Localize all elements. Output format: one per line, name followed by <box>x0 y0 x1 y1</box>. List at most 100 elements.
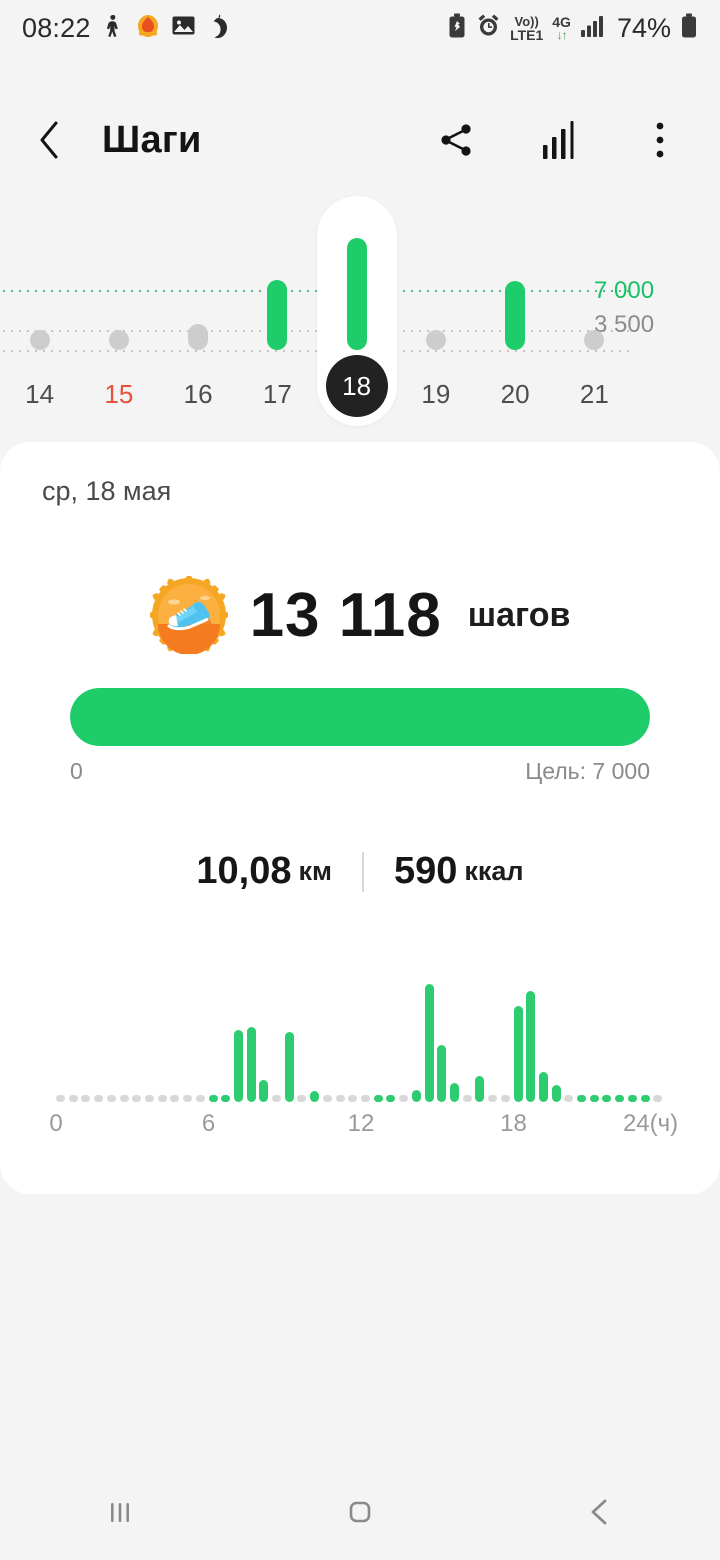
hourly-bar <box>386 1094 396 1102</box>
hourly-empty-dot <box>272 1095 282 1102</box>
hourly-bar <box>615 1095 625 1102</box>
hourly-axis-labels: 0 6 12 18 24(ч) <box>49 1110 678 1154</box>
day-detail-card: ср, 18 мая <box>0 442 720 1194</box>
hourly-empty-dot <box>170 1095 180 1102</box>
weekly-day-column[interactable]: 20 <box>476 196 555 426</box>
hourly-bar <box>424 984 434 1102</box>
hourly-empty-dot <box>56 1095 65 1102</box>
weekly-day-label: 21 <box>579 379 609 409</box>
app-icon <box>206 13 230 44</box>
axis-goal-label: 7 000 <box>594 277 655 304</box>
weekly-bars: 141516171818192021 <box>0 196 634 426</box>
hourly-bar <box>310 1091 320 1102</box>
status-time: 08:22 <box>22 12 91 43</box>
hourly-bar <box>640 1094 650 1102</box>
battery-percent: 74% <box>616 12 671 43</box>
weekly-steps-chart[interactable]: 7 000 3 500 141516171818192021 <box>0 196 720 426</box>
progress-labels: 0 Цель: 7 000 <box>70 758 650 785</box>
weekly-day-column[interactable]: 16 <box>159 196 238 426</box>
share-button[interactable] <box>432 116 480 164</box>
hourly-empty-dot <box>132 1095 142 1102</box>
weekly-axis-labels: 7 000 3 500 <box>594 274 704 342</box>
hourly-empty-dot <box>195 1095 205 1102</box>
hourly-empty-dot <box>144 1095 154 1102</box>
hourly-tick-label: 12 <box>347 1110 375 1137</box>
weekly-day-bar <box>267 279 288 350</box>
weekly-day-bar <box>425 330 446 350</box>
status-bar-left: 08:22 <box>22 13 230 44</box>
back-button[interactable] <box>36 118 80 162</box>
weekly-day-column[interactable]: 17 <box>238 196 317 426</box>
selected-day-indicator[interactable]: 18 <box>325 355 388 417</box>
app-bar: Шаги <box>0 96 720 184</box>
progress-track <box>70 688 650 746</box>
gallery-icon <box>171 13 196 43</box>
weekly-day-bar <box>505 280 526 350</box>
hourly-empty-dot <box>157 1095 167 1102</box>
progress-goal-label: Цель: 7 000 <box>525 758 650 784</box>
weekly-day-label: 15 <box>104 379 134 409</box>
status-bar-right: Vo)) LTE1 4G ↓↑ 74% <box>447 13 698 44</box>
weekly-day-column[interactable]: 15 <box>79 196 158 426</box>
hourly-bar <box>437 1045 447 1102</box>
running-shoe-badge-icon <box>149 576 228 654</box>
hourly-tick-label: 24(ч) <box>622 1110 679 1137</box>
hourly-bar <box>538 1071 548 1102</box>
hourly-empty-dot <box>488 1095 498 1102</box>
hourly-empty-dot <box>81 1095 91 1102</box>
hourly-tick-label: 6 <box>201 1110 216 1137</box>
hourly-bar <box>208 1095 218 1102</box>
battery-icon <box>680 13 698 44</box>
more-button[interactable] <box>636 116 684 164</box>
hourly-bar <box>259 1080 269 1102</box>
hourly-empty-dot <box>297 1095 307 1102</box>
recents-button[interactable] <box>72 1464 168 1560</box>
hourly-bar <box>475 1075 485 1102</box>
recents-icon <box>111 1503 129 1522</box>
weekly-day-column[interactable]: 14 <box>0 196 79 426</box>
weekly-day-bar <box>29 330 50 350</box>
hourly-empty-dot <box>322 1095 332 1102</box>
hourly-bar <box>449 1082 459 1102</box>
weekly-day-column[interactable]: 18 <box>317 196 396 426</box>
chart-button[interactable] <box>534 116 582 164</box>
home-button[interactable] <box>312 1464 408 1560</box>
hourly-bar <box>551 1085 561 1102</box>
weekly-day-bar <box>188 324 209 350</box>
weekly-day-label: 19 <box>421 379 451 409</box>
hourly-empty-dot <box>335 1095 345 1102</box>
metrics-divider <box>361 851 364 892</box>
status-bar: 08:22 Vo)) LTE1 <box>0 0 720 56</box>
weekly-day-column[interactable]: 19 <box>396 196 475 426</box>
hourly-empty-dot <box>119 1095 129 1102</box>
system-nav-bar <box>0 1464 720 1560</box>
hourly-bar <box>513 1005 523 1102</box>
volte-icon: Vo)) LTE1 <box>510 13 544 43</box>
hourly-bar <box>411 1089 421 1102</box>
weekly-day-bar <box>584 330 605 350</box>
card-date: ср, 18 мая <box>42 476 172 506</box>
weekly-day-bar <box>108 330 129 350</box>
hourly-bar <box>602 1095 612 1102</box>
goal-progress: 0 Цель: 7 000 <box>70 688 650 785</box>
hourly-activity-chart: 0 6 12 18 24(ч) <box>49 962 678 1154</box>
share-icon <box>441 124 471 156</box>
hourly-bar <box>233 1029 243 1102</box>
alarm-icon <box>476 13 501 43</box>
weekly-day-label: 16 <box>183 379 213 409</box>
hourly-empty-dot <box>106 1095 116 1102</box>
hourly-bar <box>589 1095 599 1102</box>
weekly-day-label: 20 <box>500 379 530 409</box>
weekly-day-column[interactable]: 21 <box>555 196 634 426</box>
hourly-empty-dot <box>361 1095 370 1102</box>
hourly-empty-dot <box>564 1095 574 1102</box>
hourly-empty-dot <box>183 1095 193 1102</box>
nav-back-button[interactable] <box>552 1464 648 1560</box>
hourly-bar <box>627 1095 637 1102</box>
hourly-empty-dot <box>94 1095 104 1102</box>
progress-start-label: 0 <box>70 758 83 784</box>
signal-icon <box>580 14 606 43</box>
hourly-empty-dot <box>399 1095 409 1102</box>
calories-unit: ккал <box>464 856 524 886</box>
